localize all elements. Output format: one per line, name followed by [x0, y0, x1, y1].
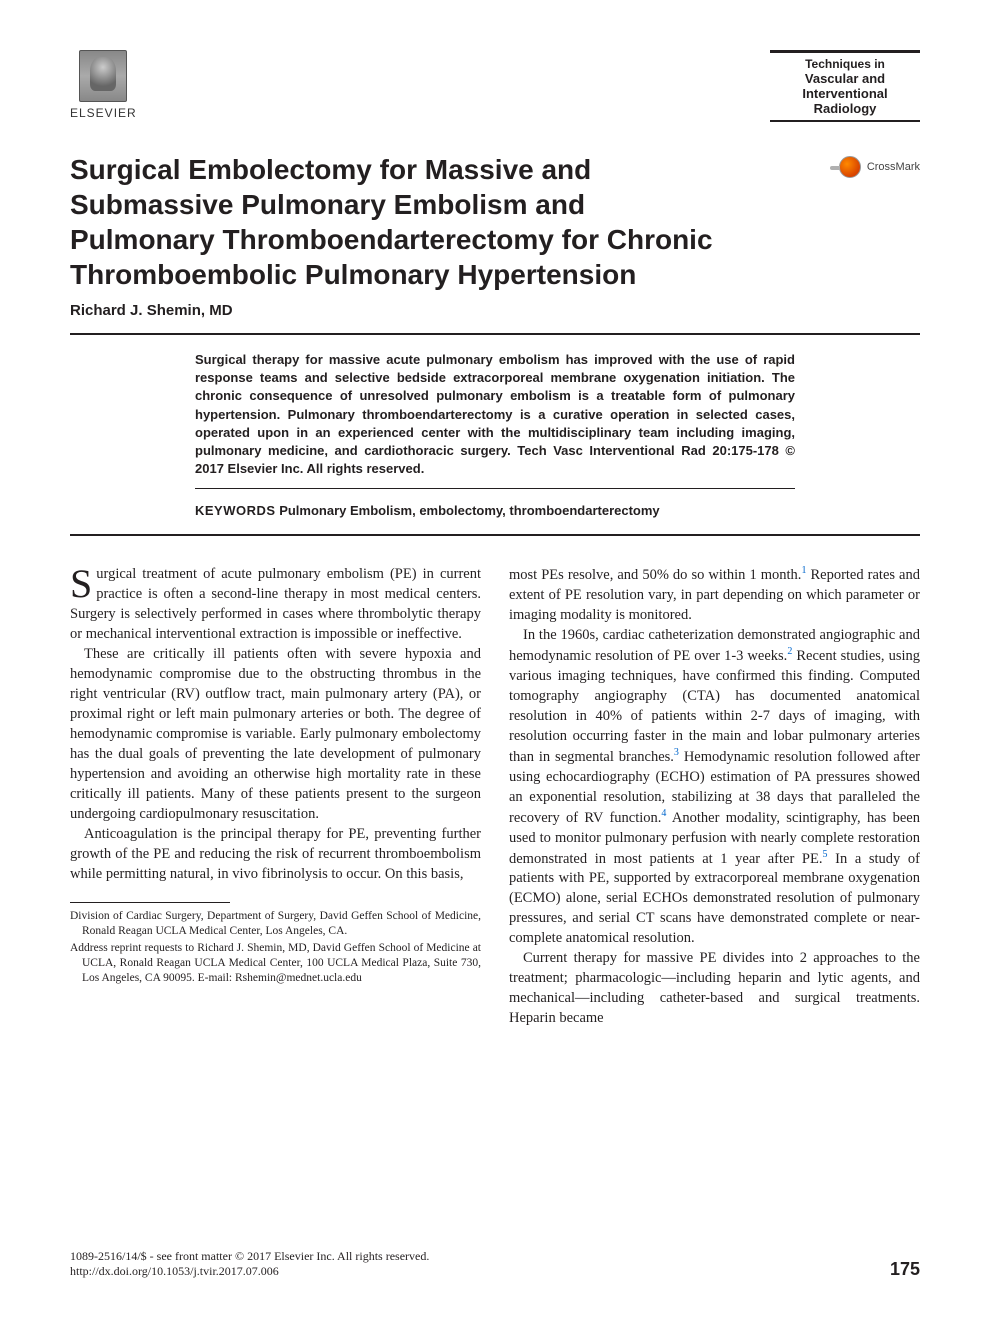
journal-line: Vascular and: [770, 71, 920, 86]
column-right: most PEs resolve, and 50% do so within 1…: [509, 564, 920, 1028]
crossmark-badge[interactable]: CrossMark: [839, 156, 920, 178]
publisher-name: ELSEVIER: [70, 106, 137, 120]
journal-rule-top: [770, 50, 920, 53]
keywords-text: Pulmonary Embolism, embolectomy, thrombo…: [279, 503, 659, 518]
body-text: urgical treatment of acute pulmonary emb…: [70, 566, 481, 642]
journal-title-box: Techniques in Vascular and Interventiona…: [770, 50, 920, 122]
dropcap: S: [70, 564, 96, 601]
journal-line: Radiology: [770, 101, 920, 116]
doi-link[interactable]: http://dx.doi.org/10.1053/j.tvir.2017.07…: [70, 1264, 429, 1280]
body-paragraph: most PEs resolve, and 50% do so within 1…: [509, 564, 920, 625]
body-paragraph: Surgical treatment of acute pulmonary em…: [70, 564, 481, 644]
copyright-block: 1089-2516/14/$ - see front matter © 2017…: [70, 1249, 429, 1280]
footnote-rule: [70, 902, 230, 903]
footnote-correspondence: Address reprint requests to Richard J. S…: [70, 941, 481, 986]
article-title: Surgical Embolectomy for Massive and Sub…: [70, 152, 720, 292]
abstract-text: Surgical therapy for massive acute pulmo…: [195, 351, 795, 478]
title-block: Surgical Embolectomy for Massive and Sub…: [70, 152, 920, 292]
rule-below-abstract: [70, 534, 920, 536]
elsevier-tree-icon: [79, 50, 127, 102]
journal-rule-bottom: [770, 120, 920, 122]
body-text: most PEs resolve, and 50% do so within 1…: [509, 567, 801, 583]
publisher-logo: ELSEVIER: [70, 50, 137, 120]
journal-line: Interventional: [770, 86, 920, 101]
keywords-row: KEYWORDS Pulmonary Embolism, embolectomy…: [195, 503, 795, 518]
copyright-line: 1089-2516/14/$ - see front matter © 2017…: [70, 1249, 429, 1265]
body-columns: Surgical treatment of acute pulmonary em…: [70, 564, 920, 1028]
body-paragraph: Anticoagulation is the principal therapy…: [70, 824, 481, 884]
page-header: ELSEVIER Techniques in Vascular and Inte…: [70, 50, 920, 122]
page-footer: 1089-2516/14/$ - see front matter © 2017…: [70, 1249, 920, 1280]
footnotes: Division of Cardiac Surgery, Department …: [70, 909, 481, 986]
rule-above-abstract: [70, 333, 920, 335]
journal-line: Techniques in: [770, 57, 920, 71]
rule-mid-abstract: [195, 488, 795, 489]
author-name: Richard J. Shemin, MD: [70, 302, 920, 319]
page-number: 175: [890, 1259, 920, 1280]
body-paragraph: Current therapy for massive PE divides i…: [509, 948, 920, 1028]
body-paragraph: In the 1960s, cardiac catheterization de…: [509, 625, 920, 948]
body-paragraph: These are critically ill patients often …: [70, 644, 481, 824]
body-text: Recent studies, using various imaging te…: [509, 648, 920, 765]
crossmark-icon: [839, 156, 861, 178]
keywords-label: KEYWORDS: [195, 503, 276, 518]
footnote-affiliation: Division of Cardiac Surgery, Department …: [70, 909, 481, 939]
column-left: Surgical treatment of acute pulmonary em…: [70, 564, 481, 1028]
crossmark-label: CrossMark: [867, 161, 920, 173]
